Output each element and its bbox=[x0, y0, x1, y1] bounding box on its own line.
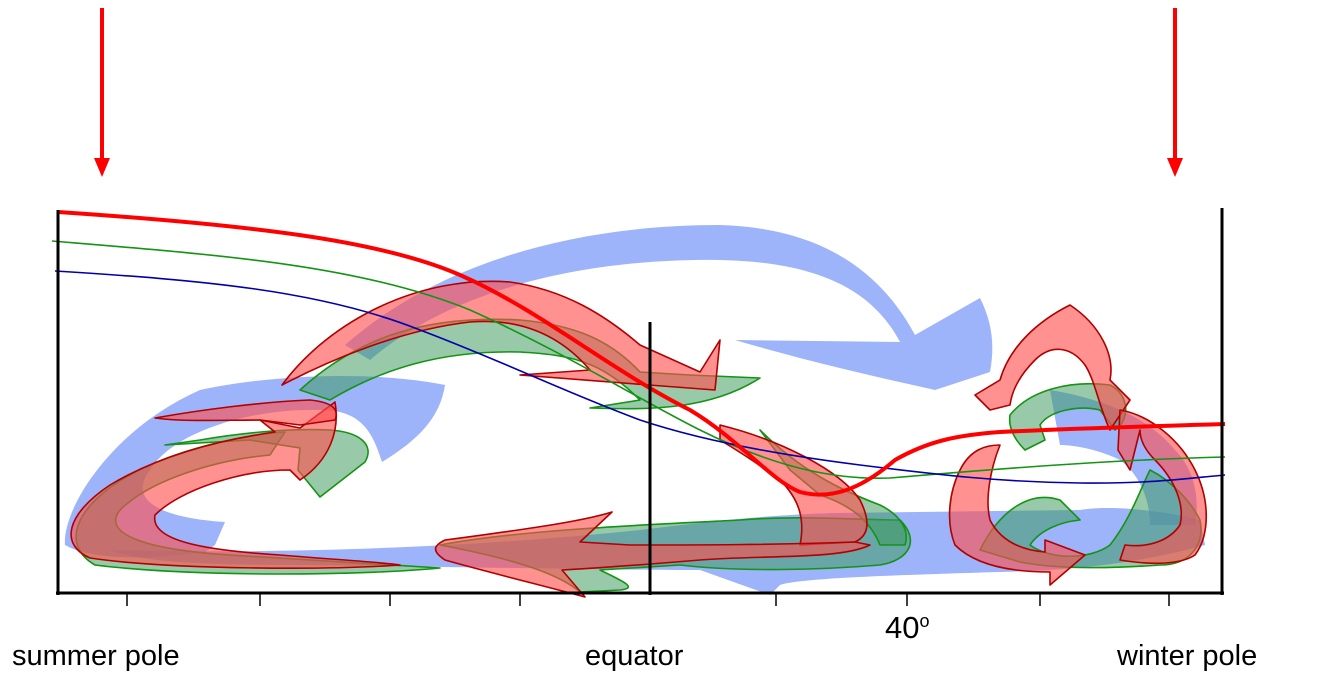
temperature-curve bbox=[57, 210, 1226, 497]
down-arrow-icon bbox=[94, 8, 110, 177]
green-winter-lower-cell bbox=[979, 469, 1202, 569]
equator-label: equator bbox=[585, 640, 684, 672]
green-isoline bbox=[51, 240, 1226, 480]
degree-symbol: o bbox=[919, 611, 930, 631]
winter-pole-label: winter pole bbox=[1117, 640, 1258, 672]
blue-overturning-arrow bbox=[345, 225, 993, 390]
red-summer-lower-cell bbox=[70, 401, 401, 569]
latitude-40-label: 40o bbox=[885, 610, 930, 646]
red-winter-left-cell bbox=[948, 444, 1086, 586]
latitude-value: 40 bbox=[885, 610, 920, 645]
blue-summer-cell bbox=[64, 375, 445, 558]
axes bbox=[56, 208, 1224, 606]
blue-isoline bbox=[54, 270, 1226, 484]
down-arrow-icon bbox=[1167, 8, 1183, 177]
axis-ticks bbox=[126, 593, 1170, 606]
red-equator-cell bbox=[434, 511, 871, 598]
summer-pole-label: summer pole bbox=[12, 640, 180, 672]
red-winter-top-cell bbox=[974, 304, 1131, 431]
green-winter-cell bbox=[1008, 382, 1127, 451]
red-summer-upper-cell bbox=[154, 399, 337, 426]
